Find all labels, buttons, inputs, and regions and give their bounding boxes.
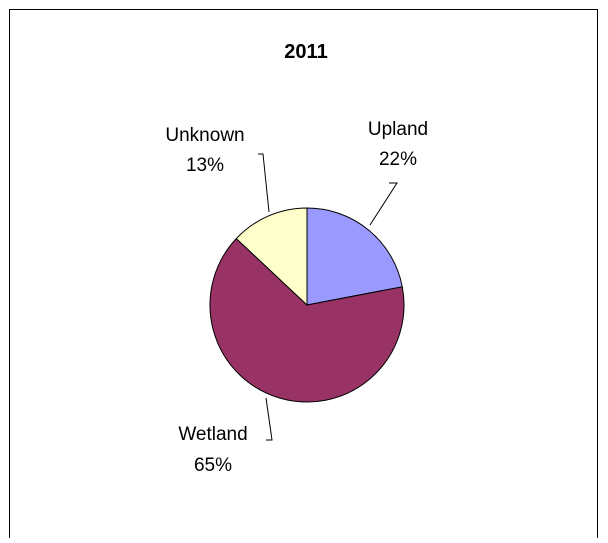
slice-label-unknown-name: Unknown xyxy=(165,125,244,146)
leader-line-upland xyxy=(369,182,398,226)
chart-title: 2011 xyxy=(284,41,327,63)
leader-line-wetland xyxy=(265,397,273,441)
pie-slices xyxy=(209,207,405,403)
chart-border xyxy=(9,9,598,538)
pie-slice-unknown xyxy=(235,207,308,307)
pie-slice-wetland xyxy=(209,237,405,403)
leader-line-unknown xyxy=(258,153,270,213)
slice-label-upland-name: Upland xyxy=(368,119,428,140)
slice-label-wetland-value: 65% xyxy=(194,455,232,476)
slice-label-upland-value: 22% xyxy=(379,149,417,170)
slice-label-unknown-value: 13% xyxy=(186,155,224,176)
pie-slice-upland xyxy=(306,207,403,306)
slice-label-wetland-name: Wetland xyxy=(178,424,247,445)
